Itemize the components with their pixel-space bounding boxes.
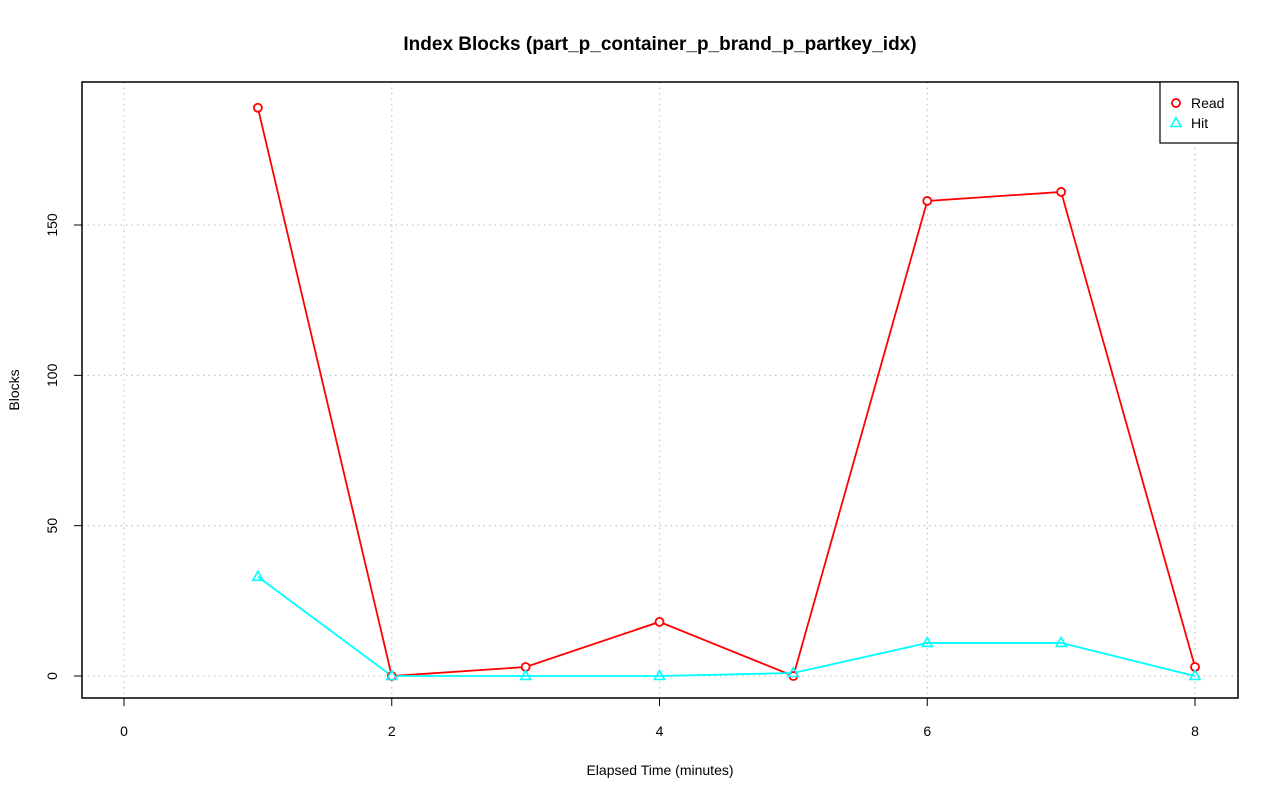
data-point-hit	[1054, 635, 1068, 648]
data-point-hit	[519, 668, 532, 681]
x-axis-label: Elapsed Time (minutes)	[586, 762, 733, 778]
y-axis: 0 50 100 150	[44, 213, 83, 680]
legend-marker-hit	[1169, 115, 1183, 128]
chart-title: Index Blocks (part_p_container_p_brand_p…	[403, 34, 916, 55]
y-axis-label: Blocks	[6, 369, 22, 410]
data-point-hit	[653, 668, 666, 681]
x-tick-label: 2	[388, 723, 396, 739]
data-point-read	[252, 102, 263, 113]
data-point-read	[1056, 187, 1067, 197]
legend: Read Hit	[1159, 81, 1239, 144]
series-line-hit	[257, 576, 1196, 677]
series-line-read	[256, 107, 1196, 678]
series-group	[251, 102, 1202, 681]
x-tick-label: 0	[120, 723, 128, 739]
data-point-hit	[385, 668, 399, 681]
legend-box	[1159, 81, 1239, 144]
x-axis: 0 2 4 6 8	[120, 697, 1199, 739]
data-point-read	[654, 616, 665, 627]
grid-lines	[82, 82, 1238, 698]
y-tick-label: 0	[44, 672, 60, 680]
x-tick-label: 8	[1191, 723, 1199, 739]
y-tick-label: 50	[44, 518, 60, 534]
data-point-hit	[920, 635, 934, 648]
y-tick-label: 100	[44, 363, 60, 387]
x-tick-label: 4	[656, 723, 664, 739]
data-point-hit	[787, 665, 800, 678]
data-point-hit	[1188, 668, 1202, 681]
legend-label-hit: Hit	[1191, 115, 1208, 131]
legend-marker-read	[1171, 98, 1181, 108]
data-point-read	[922, 196, 933, 206]
data-point-hit	[251, 569, 265, 582]
y-tick-label: 150	[44, 213, 60, 237]
x-tick-label: 6	[923, 723, 931, 739]
legend-label-read: Read	[1191, 95, 1224, 111]
